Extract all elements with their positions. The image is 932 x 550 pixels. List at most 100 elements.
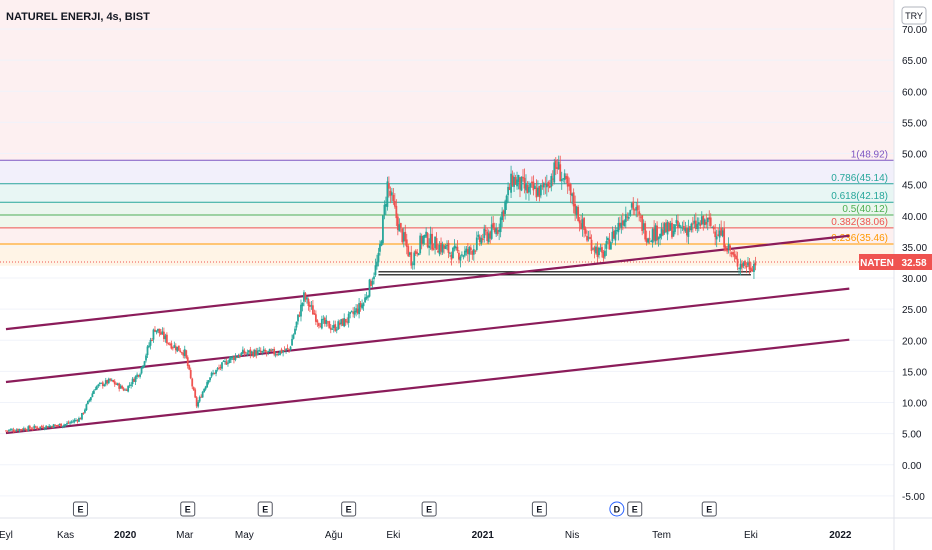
candle-body [219, 367, 222, 369]
currency-button[interactable]: TRY [901, 6, 927, 25]
candle-body [146, 346, 149, 356]
candle-body [288, 349, 290, 351]
candle-body [508, 187, 511, 190]
y-tick-label: 60.00 [902, 87, 927, 98]
candle-body [723, 228, 726, 248]
candle-body [472, 249, 475, 255]
candle-body [361, 304, 363, 309]
candle-body [614, 230, 617, 241]
candle-body [626, 216, 629, 218]
candle-body [486, 231, 489, 241]
candle-body [571, 193, 574, 197]
channel-line[interactable] [5, 338, 850, 435]
dividend-marker-circle [609, 501, 625, 517]
candle-body [349, 311, 352, 314]
candle-body [198, 397, 201, 402]
earnings-marker[interactable]: E [627, 501, 643, 517]
candle-body [317, 323, 320, 326]
earnings-marker[interactable]: E [421, 501, 437, 517]
candle-body [553, 162, 556, 183]
candle-body [258, 349, 261, 351]
candle-body [225, 361, 228, 365]
candle-body [443, 245, 445, 249]
earnings-marker-box [341, 501, 357, 517]
candle-body [452, 247, 454, 259]
candle-body [186, 357, 189, 366]
candle-body [309, 304, 311, 307]
candle-body [702, 215, 705, 225]
candle-body [238, 354, 241, 357]
channel-line[interactable] [5, 287, 850, 384]
candle-body [617, 222, 620, 233]
candle-body [298, 315, 301, 317]
candle-body [593, 247, 596, 252]
trend-channel[interactable] [5, 234, 850, 435]
candle-body [462, 255, 465, 257]
candle-body [455, 246, 457, 249]
candle-body [312, 305, 314, 315]
earnings-marker[interactable]: E [701, 501, 717, 517]
candle-body [525, 183, 527, 191]
dividend-marker[interactable]: D [609, 501, 625, 517]
candle-body [12, 429, 15, 432]
candle-body [638, 211, 641, 215]
x-tick-label: 2022 [829, 530, 852, 541]
earnings-marker[interactable]: E [341, 501, 357, 517]
candle-body [632, 201, 635, 210]
candle-body [656, 225, 658, 241]
channel-line[interactable] [5, 234, 850, 331]
candle-body [16, 429, 19, 431]
candle-body [256, 350, 259, 356]
candle-body [750, 267, 752, 272]
candle-body [9, 429, 12, 431]
candle-body [653, 228, 656, 241]
candle-body [742, 262, 745, 266]
candle-body [477, 234, 480, 237]
candle-body [304, 293, 307, 300]
candle-body [668, 222, 670, 232]
candle-body [390, 192, 393, 196]
candle-body [130, 384, 133, 386]
candle-body [556, 167, 559, 169]
candle-body [492, 223, 495, 228]
candle-body [6, 430, 9, 432]
candle-body [636, 205, 639, 211]
candle-body [745, 265, 748, 268]
candle-body [224, 360, 226, 362]
candle-body [297, 314, 299, 322]
candle-body [51, 426, 54, 428]
candle-body [329, 327, 332, 330]
candle-body [60, 423, 62, 427]
y-axis-labels: 70.00 65.00 60.00 55.00 50.00 45.00 40.00 35.00… [902, 25, 927, 503]
candle-body [21, 429, 24, 431]
x-tick-label: 2020 [114, 530, 137, 541]
candle-body [15, 429, 18, 432]
candle-body [371, 280, 374, 285]
candle-body [289, 346, 292, 350]
candle-body [545, 183, 548, 188]
candle-body [358, 303, 360, 315]
candle-body [565, 176, 568, 179]
earnings-marker[interactable]: E [72, 501, 88, 517]
candle-body [715, 236, 718, 240]
earnings-marker[interactable]: E [257, 501, 273, 517]
earnings-marker[interactable]: E [180, 501, 196, 517]
candle-body [601, 247, 603, 253]
x-tick-label: May [235, 530, 254, 541]
candle-body [724, 246, 727, 251]
candle-body [368, 279, 371, 297]
fib-zone [0, 183, 894, 203]
candle-body [222, 360, 225, 362]
candle-body [463, 250, 466, 256]
candle-body [116, 383, 119, 386]
candle-body [294, 328, 296, 335]
candle-body [447, 242, 450, 253]
candle-body [326, 321, 329, 323]
event-marker-label: E [262, 505, 268, 515]
candle-body [604, 250, 606, 257]
x-tick-label: Mar [176, 530, 194, 541]
earnings-marker[interactable]: E [531, 501, 547, 517]
candle-body [662, 229, 664, 235]
